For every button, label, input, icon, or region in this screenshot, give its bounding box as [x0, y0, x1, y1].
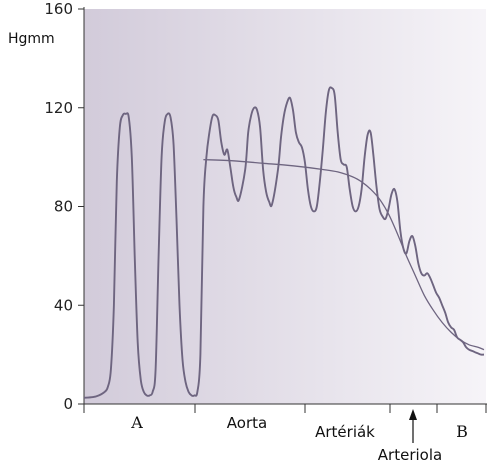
region-label-a: A: [130, 413, 143, 432]
y-tick-label-160: 160: [44, 0, 73, 18]
y-tick-label-120: 120: [44, 99, 73, 117]
pulsatile-pressure-line: [83, 86, 485, 399]
region-label-b: B: [456, 422, 468, 441]
region-label-arteriak: Artériák: [315, 423, 375, 441]
arteriola-annotation: Arteriola: [378, 409, 442, 464]
y-tick-label-0: 0: [63, 395, 73, 413]
axes: [83, 7, 487, 413]
y-ticks: 0 40 80 120 160: [44, 0, 84, 413]
y-axis-unit-label: Hgmm: [8, 31, 55, 47]
plot-background: [84, 9, 486, 404]
up-arrow-head-icon: [409, 409, 417, 420]
y-tick-label-80: 80: [54, 198, 73, 216]
region-label-aorta: Aorta: [227, 414, 267, 432]
y-tick-label-40: 40: [54, 296, 73, 314]
arteriola-label: Arteriola: [378, 446, 442, 464]
x-region-labels: A Aorta Artériák B: [130, 413, 468, 441]
mean-pressure-line: [203, 158, 485, 351]
series-layer: [83, 86, 485, 399]
